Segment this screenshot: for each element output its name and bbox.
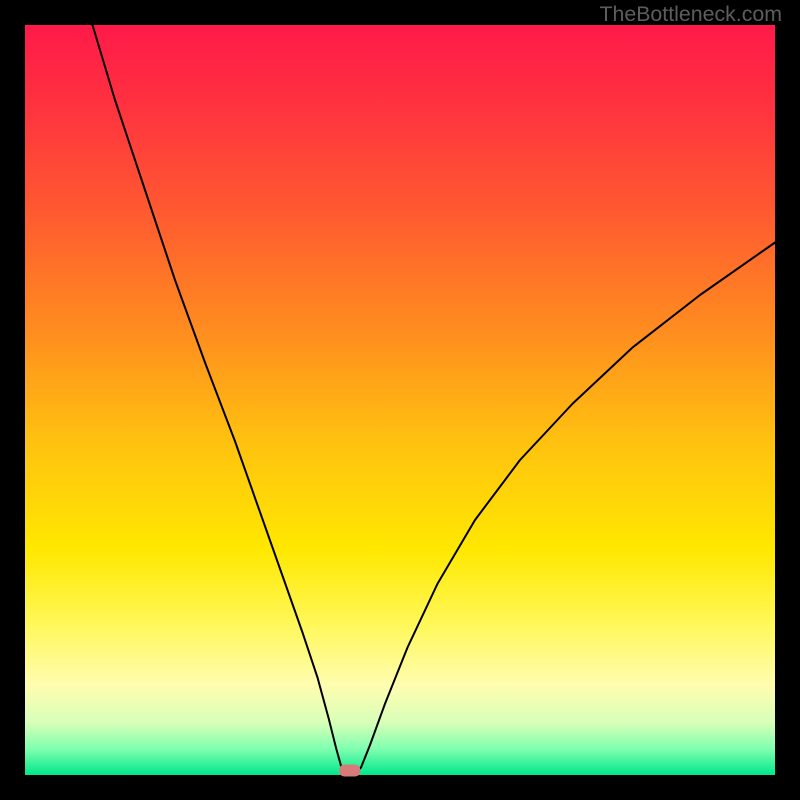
- bottleneck-curve-chart: [0, 0, 800, 800]
- optimal-point-marker: [339, 765, 360, 777]
- plot-background: [25, 25, 775, 775]
- chart-frame: TheBottleneck.com: [0, 0, 800, 800]
- watermark-text: TheBottleneck.com: [599, 2, 782, 27]
